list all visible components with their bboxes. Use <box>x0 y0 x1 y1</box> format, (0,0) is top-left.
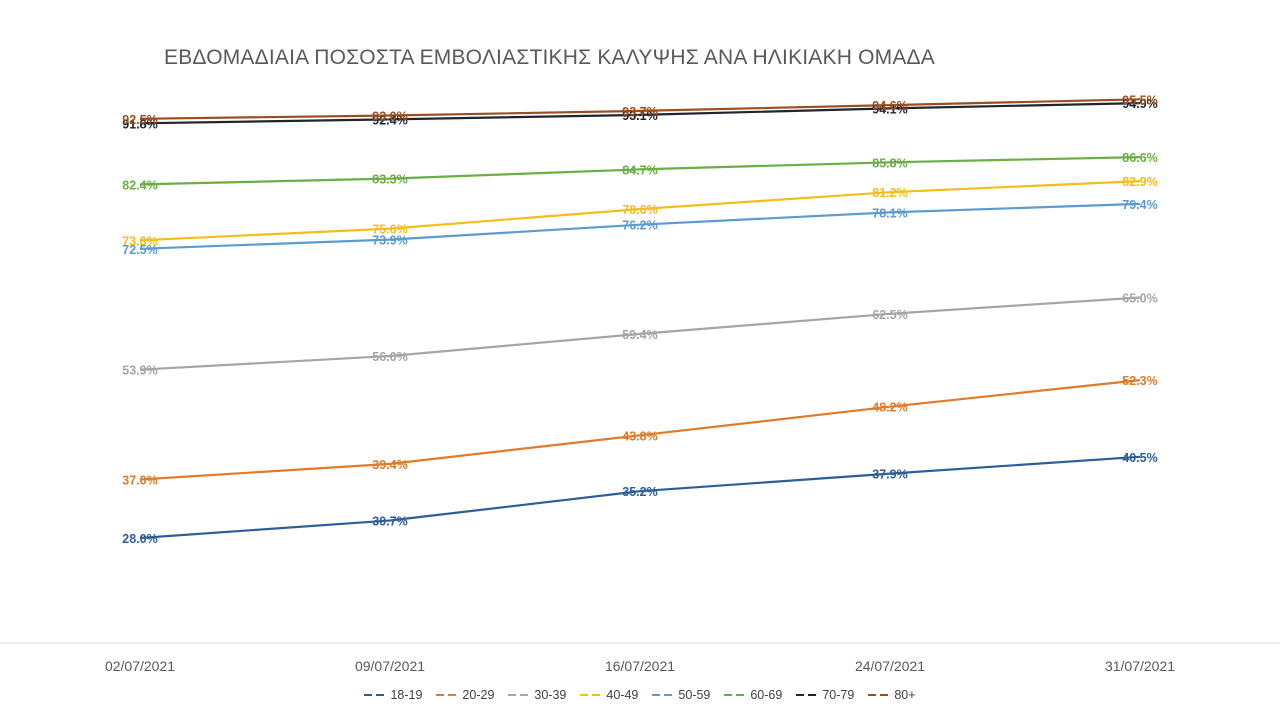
data-label: 28.0% <box>122 532 157 546</box>
data-label: 35.2% <box>622 485 657 499</box>
x-tick-label: 02/07/2021 <box>105 658 175 674</box>
x-tick-label: 16/07/2021 <box>605 658 675 674</box>
legend-item: 30-39 <box>508 688 566 702</box>
data-label: 93.0% <box>372 110 407 124</box>
legend-label: 20-29 <box>462 688 495 702</box>
legend-swatch-icon <box>652 694 673 696</box>
legend-label: 70-79 <box>822 688 855 702</box>
data-label: 59.4% <box>622 328 657 342</box>
data-label: 62.5% <box>872 308 907 322</box>
data-label: 73.8% <box>122 234 157 248</box>
series-line-20-29 <box>139 379 1141 481</box>
legend-item: 40-49 <box>580 688 638 702</box>
data-label: 30.7% <box>372 514 407 528</box>
data-label: 82.9% <box>1122 175 1157 189</box>
data-label: 52.3% <box>1122 374 1157 388</box>
data-label: 85.8% <box>872 156 907 170</box>
chart-legend: 18-19 20-29 30-39 40-49 50-59 60-69 70-79 80+ <box>0 688 1280 702</box>
legend-swatch-icon <box>868 694 889 696</box>
legend-swatch-icon <box>580 694 601 696</box>
x-tick-label: 24/07/2021 <box>855 658 925 674</box>
data-label: 78.6% <box>622 203 657 217</box>
legend-label: 80+ <box>894 688 916 702</box>
data-label: 81.2% <box>872 186 907 200</box>
series-line-70-79 <box>139 102 1141 125</box>
series-line-50-59 <box>139 202 1141 250</box>
series-line-18-19 <box>139 455 1141 540</box>
data-label: 73.9% <box>372 234 407 248</box>
data-label: 95.5% <box>1122 93 1157 107</box>
data-label: 92.4% <box>372 113 407 127</box>
data-label: 40.5% <box>1122 451 1157 465</box>
data-label: 53.9% <box>122 364 157 378</box>
legend-item: 20-29 <box>436 688 494 702</box>
series-line-30-39 <box>139 296 1141 371</box>
data-label: 93.1% <box>622 109 657 123</box>
data-label: 93.7% <box>622 105 657 119</box>
data-label: 75.6% <box>372 223 407 237</box>
data-label: 92.5% <box>122 113 157 127</box>
legend-item: 50-59 <box>652 688 710 702</box>
legend-swatch-icon <box>436 694 457 696</box>
data-label: 43.8% <box>622 429 657 443</box>
series-line-80+ <box>139 98 1141 120</box>
data-label: 82.4% <box>122 178 157 192</box>
data-label: 39.4% <box>372 458 407 472</box>
data-label: 37.9% <box>872 468 907 482</box>
data-label: 86.6% <box>1122 151 1157 165</box>
x-tick-label: 09/07/2021 <box>355 658 425 674</box>
data-label: 83.3% <box>372 173 407 187</box>
legend-label: 60-69 <box>750 688 783 702</box>
legend-label: 50-59 <box>678 688 711 702</box>
series-line-40-49 <box>139 180 1141 242</box>
legend-swatch-icon <box>724 694 745 696</box>
data-label: 76.2% <box>622 219 657 233</box>
series-line-60-69 <box>139 156 1141 186</box>
data-label: 65.0% <box>1122 292 1157 306</box>
data-label: 78.1% <box>872 206 907 220</box>
data-label: 56.0% <box>372 350 407 364</box>
legend-label: 30-39 <box>534 688 567 702</box>
data-label: 84.7% <box>622 163 657 177</box>
data-label: 48.2% <box>872 401 907 415</box>
legend-label: 18-19 <box>390 688 423 702</box>
data-label: 94.9% <box>1122 97 1157 111</box>
legend-swatch-icon <box>508 694 529 696</box>
legend-swatch-icon <box>796 694 817 696</box>
data-label: 91.8% <box>122 117 157 131</box>
legend-item: 80+ <box>868 688 916 702</box>
x-tick-label: 31/07/2021 <box>1105 658 1175 674</box>
data-label: 72.5% <box>122 243 157 257</box>
legend-label: 40-49 <box>606 688 639 702</box>
legend-item: 60-69 <box>724 688 782 702</box>
legend-item: 18-19 <box>364 688 422 702</box>
legend-item: 70-79 <box>796 688 854 702</box>
data-label: 94.6% <box>872 99 907 113</box>
chart-title: ΕΒΔΟΜΑΔΙΑΙΑ ΠΟΣΟΣΤΑ ΕΜΒΟΛΙΑΣΤΙΚΗΣ ΚΑΛΥΨΗ… <box>164 46 935 69</box>
data-label: 94.1% <box>872 102 907 116</box>
legend-swatch-icon <box>364 694 385 696</box>
data-label: 37.0% <box>122 474 157 488</box>
data-label: 79.4% <box>1122 198 1157 212</box>
